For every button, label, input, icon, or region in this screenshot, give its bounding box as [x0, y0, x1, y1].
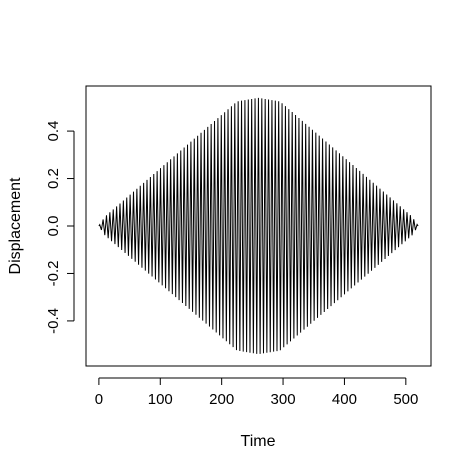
y-tick-label: -0.4 — [45, 308, 62, 334]
x-tick-label: 500 — [393, 391, 418, 408]
plot-frame — [85, 85, 432, 367]
y-tick-label: 0.2 — [45, 168, 62, 189]
x-tick-label: 200 — [209, 391, 234, 408]
y-tick-label: 0.4 — [45, 121, 62, 142]
y-axis-title: Displacement — [7, 177, 24, 274]
x-axis-title: Time — [241, 433, 276, 450]
y-axis: -0.4 -0.2 0.0 0.2 0.4 — [45, 121, 75, 334]
x-axis: 0 100 200 300 400 500 — [95, 377, 418, 408]
x-tick-label: 400 — [332, 391, 357, 408]
x-tick-label: 0 — [95, 391, 103, 408]
x-tick-label: 100 — [148, 391, 173, 408]
series-line-signal — [98, 97, 419, 354]
y-tick-label: -0.2 — [45, 261, 62, 287]
x-tick-label: 300 — [271, 391, 296, 408]
y-tick-label: 0.0 — [45, 216, 62, 237]
